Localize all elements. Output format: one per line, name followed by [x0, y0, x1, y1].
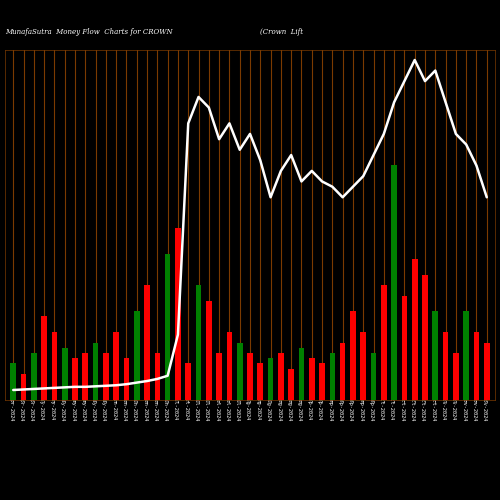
Bar — [154, 353, 160, 400]
Bar — [370, 353, 376, 400]
Bar — [381, 285, 386, 400]
Bar — [114, 332, 119, 400]
Bar — [52, 332, 57, 400]
Bar — [258, 364, 263, 400]
Bar — [319, 364, 325, 400]
Bar — [422, 274, 428, 400]
Bar — [288, 368, 294, 400]
Bar — [268, 358, 274, 400]
Bar — [134, 311, 140, 400]
Bar — [93, 342, 98, 400]
Bar — [484, 342, 490, 400]
Bar — [350, 311, 356, 400]
Bar — [464, 311, 469, 400]
Bar — [392, 165, 397, 400]
Bar — [62, 348, 68, 400]
Bar — [165, 254, 170, 400]
Bar — [443, 332, 448, 400]
Bar — [42, 316, 47, 400]
Bar — [186, 364, 191, 400]
Bar — [247, 353, 253, 400]
Bar — [226, 332, 232, 400]
Bar — [82, 353, 88, 400]
Bar — [278, 353, 283, 400]
Bar — [432, 311, 438, 400]
Bar — [412, 259, 418, 400]
Bar — [216, 353, 222, 400]
Bar — [330, 353, 335, 400]
Bar — [175, 228, 181, 400]
Text: (Crown  Lift: (Crown Lift — [260, 28, 303, 36]
Bar — [360, 332, 366, 400]
Bar — [20, 374, 26, 400]
Bar — [124, 358, 130, 400]
Bar — [298, 348, 304, 400]
Bar — [453, 353, 458, 400]
Bar — [474, 332, 480, 400]
Bar — [206, 301, 212, 400]
Bar — [340, 342, 345, 400]
Bar — [10, 364, 16, 400]
Bar — [237, 342, 242, 400]
Bar — [309, 358, 314, 400]
Bar — [196, 285, 202, 400]
Text: MunafaSutra  Money Flow  Charts for CROWN: MunafaSutra Money Flow Charts for CROWN — [5, 28, 172, 36]
Bar — [103, 353, 108, 400]
Bar — [72, 358, 78, 400]
Bar — [144, 285, 150, 400]
Bar — [402, 296, 407, 400]
Bar — [31, 353, 36, 400]
